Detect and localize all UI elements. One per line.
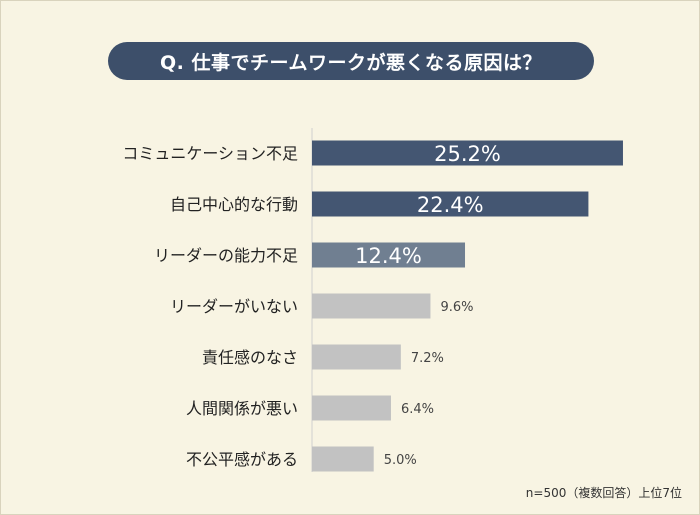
value-label-7: 5.0%: [384, 453, 417, 468]
bar-3: [312, 242, 466, 268]
bar-7: [312, 446, 374, 472]
bar-4: [312, 293, 431, 319]
category-label-1: コミュニケーション不足: [122, 144, 298, 163]
value-label-1: 25.2%: [434, 142, 501, 166]
category-label-2: 自己中心的な行動: [170, 195, 298, 214]
bar-5: [312, 344, 401, 370]
value-label-3: 12.4%: [355, 244, 422, 268]
category-label-5: 責任感のなさ: [202, 348, 298, 367]
sample-note: n=500（複数回答）上位7位: [525, 486, 682, 500]
category-label-4: リーダーがいない: [170, 297, 298, 316]
value-label-2: 22.4%: [417, 193, 484, 217]
category-label-7: 不公平感がある: [186, 450, 298, 469]
bar-6: [312, 395, 391, 421]
value-label-6: 6.4%: [401, 402, 434, 417]
chart-title: Q. 仕事でチームワークが悪くなる原因は？: [108, 42, 594, 80]
bar-2: [312, 191, 589, 217]
category-label-3: リーダーの能力不足: [154, 246, 298, 265]
bar-1: [312, 140, 623, 166]
value-label-5: 7.2%: [411, 351, 444, 366]
category-label-6: 人間関係が悪い: [186, 399, 298, 418]
value-label-4: 9.6%: [440, 300, 473, 315]
